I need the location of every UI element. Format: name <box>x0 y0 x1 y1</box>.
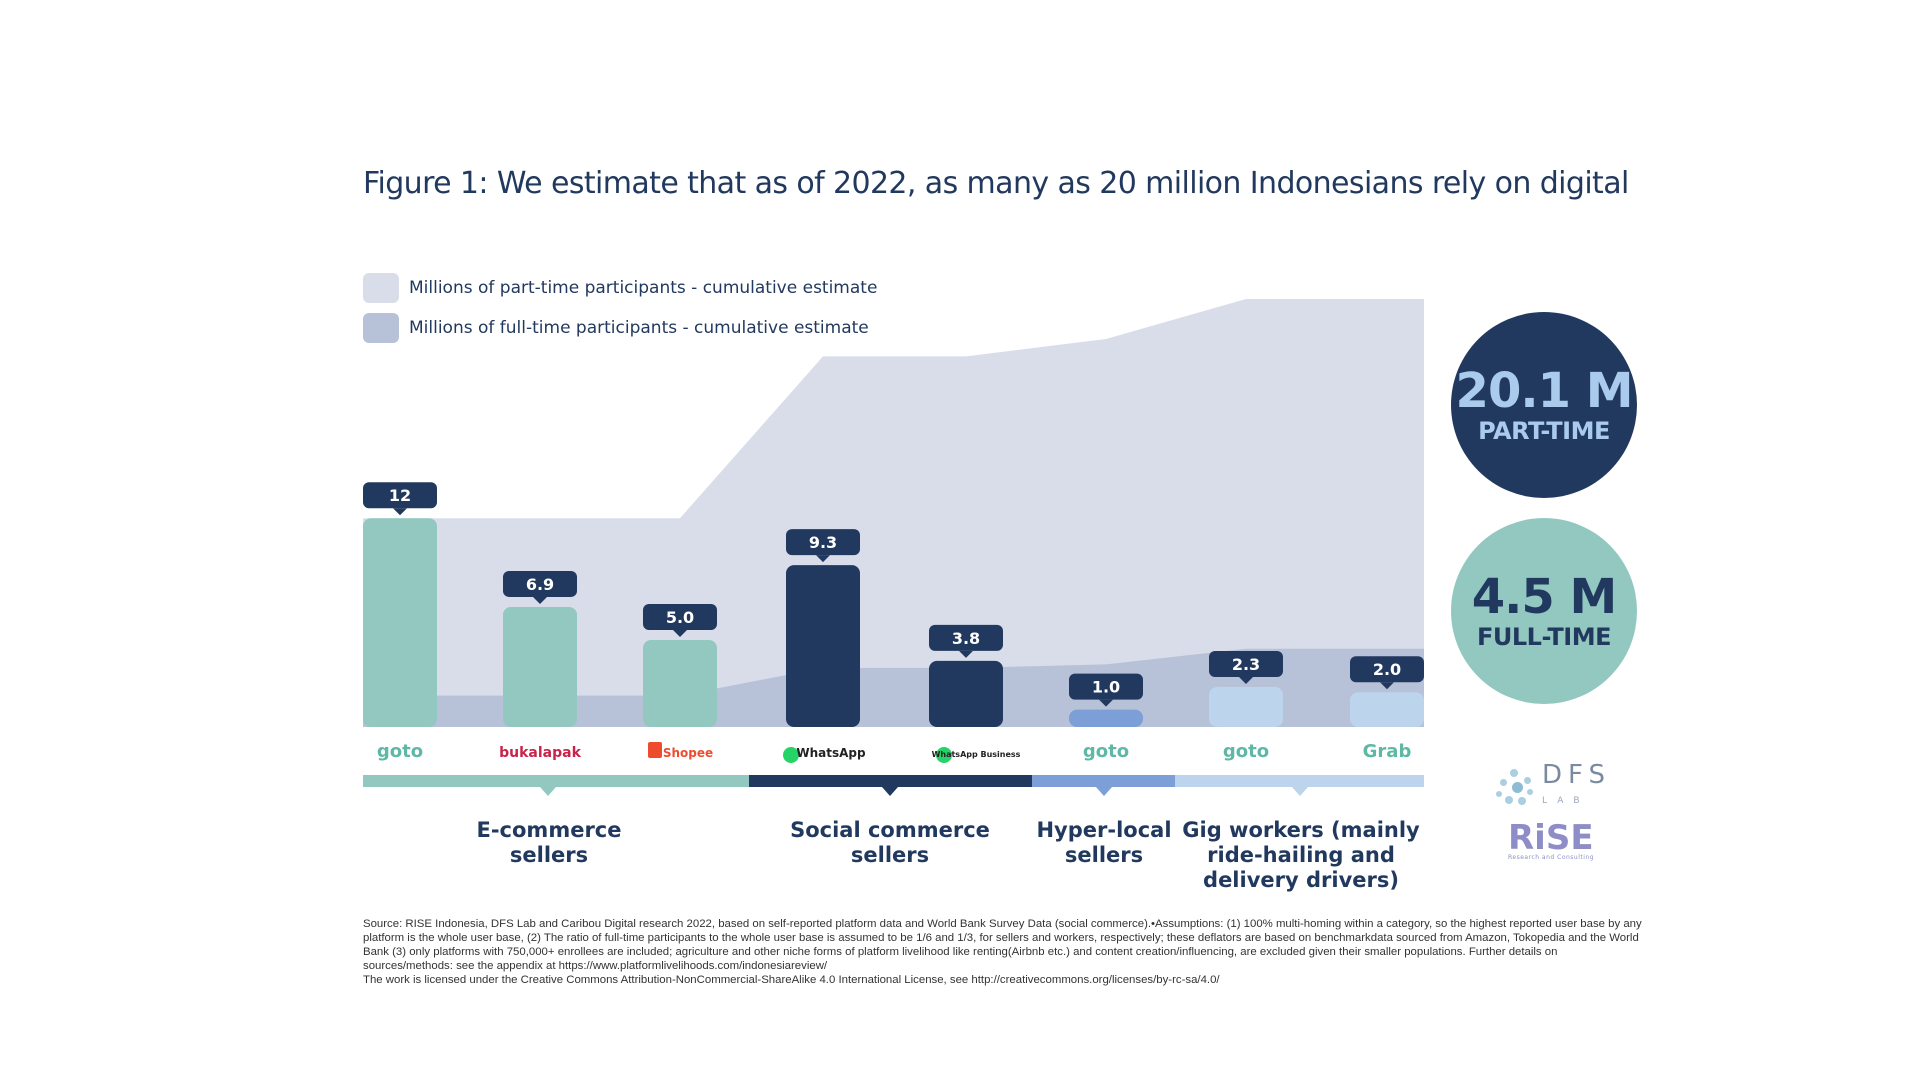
category-label-line: delivery drivers) <box>1203 868 1399 892</box>
category-pointer-gig <box>1292 787 1308 796</box>
rise-logo-text: RiSE <box>1508 818 1594 858</box>
bar-6 <box>1069 709 1143 727</box>
dfs-logo-sub: LAB <box>1542 796 1590 806</box>
source-note: Source: RISE Indonesia, DFS Lab and Cari… <box>363 917 1643 987</box>
total-part-time-label: PART-TIME <box>1478 417 1610 445</box>
bar-4 <box>786 565 860 727</box>
total-full-time-label: FULL-TIME <box>1477 623 1611 651</box>
legend-swatch-full-time <box>363 313 399 343</box>
value-label-pointer-2 <box>533 596 547 604</box>
value-label-pointer-6 <box>1099 699 1113 707</box>
value-label-8: 2.0 <box>1373 660 1401 679</box>
platform-logo-2: bukalapak <box>499 745 581 761</box>
value-label-7: 2.3 <box>1232 655 1260 674</box>
category-pointer-hyperlocal <box>1096 787 1112 796</box>
shopee-bag-icon <box>648 742 662 758</box>
bar-1 <box>363 518 437 727</box>
license-text: The work is licensed under the Creative … <box>363 974 1220 986</box>
bar-8 <box>1350 692 1424 727</box>
category-pointer-social <box>882 787 898 796</box>
part-time-area <box>363 298 1424 727</box>
category-label-line: sellers <box>850 843 930 867</box>
value-label-box-2 <box>503 570 577 597</box>
value-label-pointer-4 <box>816 555 830 563</box>
legend-label-part-time: Millions of part-time participants - cum… <box>409 278 878 298</box>
legend-label-full-time: Millions of full-time participants - cum… <box>409 318 869 338</box>
category-label-line: sellers <box>509 843 589 867</box>
category-label-line: Social commerce <box>790 818 990 842</box>
bar-5 <box>929 660 1003 727</box>
category-label-gig: Gig workers (mainly ride-hailing and deliv… <box>1176 818 1426 893</box>
category-band-hyperlocal <box>1032 775 1175 787</box>
total-full-time-circle: 4.5 M FULL-TIME <box>1451 518 1637 704</box>
platform-logo-1: goto <box>377 741 423 762</box>
chart-title: Figure 1: We estimate that as of 2022, a… <box>363 166 1637 201</box>
category-label-hyperlocal: Hyper-local sellers <box>1034 818 1174 868</box>
full-time-area <box>363 648 1424 727</box>
value-label-pointer-3 <box>673 630 687 637</box>
source-text: Source: RISE Indonesia, DFS Lab and Cari… <box>363 918 1642 972</box>
category-band-ecommerce <box>363 775 749 787</box>
value-label-box-7 <box>1209 650 1283 677</box>
value-label-box-5 <box>929 624 1003 651</box>
value-label-box-8 <box>1350 656 1424 683</box>
value-label-4: 9.3 <box>809 533 837 552</box>
value-label-box-3 <box>643 604 717 630</box>
value-label-5: 3.8 <box>952 629 980 648</box>
value-label-box-1 <box>363 482 437 509</box>
whatsapp-icon-5 <box>936 747 952 763</box>
platform-logo-4: WhatsApp <box>796 746 866 760</box>
legend-part-time: Millions of part-time participants - cum… <box>363 273 877 303</box>
category-label-line: Gig workers (mainly <box>1182 818 1420 842</box>
total-full-time-value: 4.5 M <box>1471 569 1618 625</box>
category-label-line: Hyper-local <box>1036 818 1172 842</box>
bar-7 <box>1209 686 1283 727</box>
category-label-social: Social commerce sellers <box>790 818 990 868</box>
category-label-line: sellers <box>1064 843 1144 867</box>
category-band-social <box>749 775 1032 787</box>
legend-swatch-part-time <box>363 273 399 303</box>
category-band-gig <box>1175 775 1424 787</box>
category-label-ecommerce: E-commerce sellers <box>459 818 639 868</box>
platform-logo-7: goto <box>1223 741 1269 762</box>
platform-logo-3: Shopee <box>663 746 713 760</box>
category-label-line: ride-hailing and <box>1207 843 1395 867</box>
rise-logo: RiSE Research and Consulting <box>1508 818 1594 861</box>
value-label-6: 1.0 <box>1092 678 1120 697</box>
platform-logo-8: Grab <box>1363 741 1412 762</box>
legend-full-time: Millions of full-time participants - cum… <box>363 313 869 343</box>
value-label-box-6 <box>1069 673 1143 700</box>
bar-3 <box>643 640 717 727</box>
rise-logo-sub: Research and Consulting <box>1508 854 1595 861</box>
value-label-pointer-8 <box>1380 682 1394 690</box>
value-label-3: 5.0 <box>666 608 694 627</box>
value-label-2: 6.9 <box>526 575 554 594</box>
value-label-pointer-1 <box>393 508 407 516</box>
total-part-time-value: 20.1 M <box>1455 363 1634 419</box>
dfs-logo-text: DFS <box>1542 760 1612 790</box>
bar-2 <box>503 606 577 727</box>
value-label-pointer-5 <box>959 650 973 658</box>
category-pointer-ecommerce <box>540 787 556 796</box>
value-label-box-4 <box>786 529 860 556</box>
dfs-dots-icon <box>1496 769 1534 807</box>
value-label-1: 12 <box>389 486 411 505</box>
category-label-line: E-commerce <box>476 818 622 842</box>
total-part-time-circle: 20.1 M PART-TIME <box>1451 312 1637 498</box>
whatsapp-icon-4 <box>783 747 799 763</box>
platform-logo-5: WhatsApp Business <box>932 750 1021 759</box>
value-label-pointer-7 <box>1239 676 1253 684</box>
dfs-lab-logo: DFS LAB <box>1496 762 1611 814</box>
platform-logo-6: goto <box>1083 741 1129 762</box>
